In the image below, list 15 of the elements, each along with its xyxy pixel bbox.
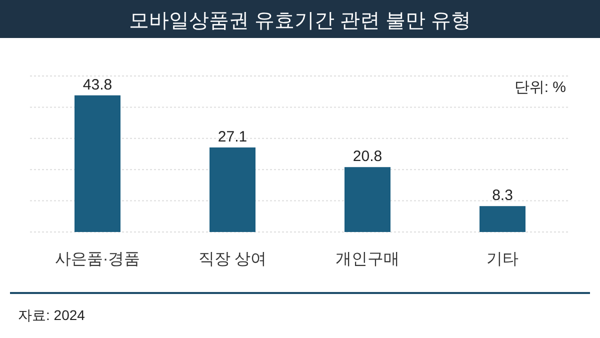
x-tick-label: 직장 상여: [198, 251, 267, 268]
x-tick-label: 기타: [486, 251, 518, 268]
data-label: 43.8: [82, 76, 112, 94]
chart-title: 모바일상품권 유효기간 관련 불만 유형: [128, 10, 472, 32]
bar: [344, 167, 390, 232]
data-label: 8.3: [492, 187, 513, 204]
annotation: 단위: %: [514, 79, 566, 96]
text: 자료: 2024: [18, 307, 86, 323]
x-tick-label: 사은품·경품: [54, 251, 140, 268]
bar: [210, 147, 256, 232]
data-label: 20.8: [352, 148, 382, 166]
x-tick-label: 개인구매: [336, 251, 400, 268]
data-label: 27.1: [218, 128, 248, 146]
bar: [74, 95, 120, 232]
bar: [480, 206, 526, 232]
